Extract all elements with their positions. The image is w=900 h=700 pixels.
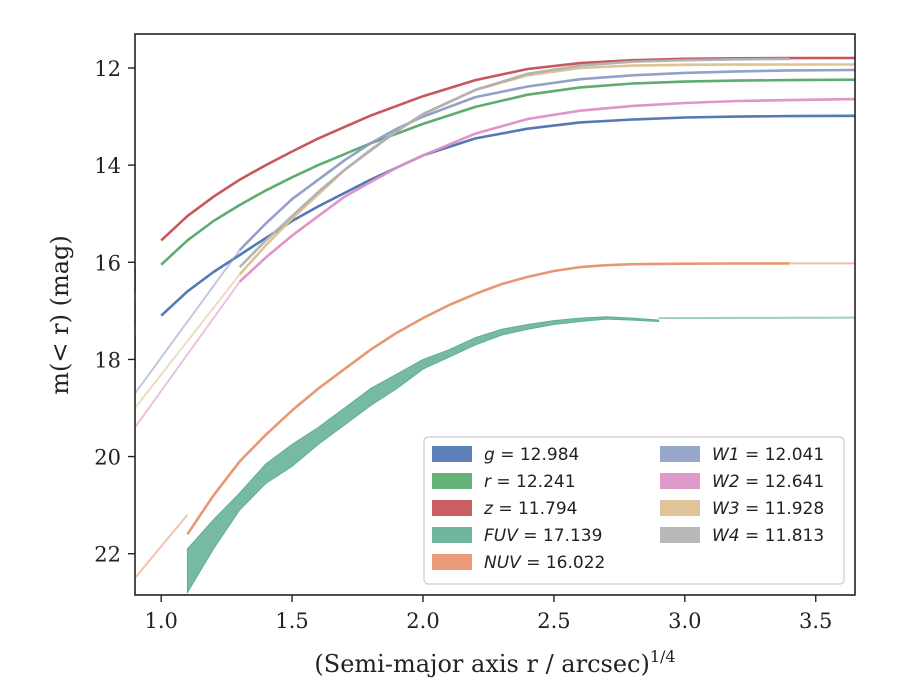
legend-label-var: W4 (712, 526, 740, 546)
y-tick-label: 22 (94, 543, 121, 567)
series-r-line (160, 78, 855, 266)
series-W4 (238, 57, 790, 269)
legend-label: W4 = 11.813 (712, 526, 824, 546)
x-tick-label: 1.5 (275, 609, 308, 633)
x-tick-label: 1.0 (144, 609, 177, 633)
series-NUV-lead-line (135, 514, 189, 579)
series-g-line (160, 114, 855, 317)
legend-label-var: FUV (484, 526, 519, 546)
legend-swatch (660, 527, 700, 543)
legend-label-value: = 16.022 (521, 553, 606, 573)
legend-swatch (432, 446, 472, 462)
x-tick-label: 3.0 (668, 609, 701, 633)
x-axis: 1.0 1.5 2.0 2.5 3.0 3.5 (144, 595, 832, 633)
series-W3-lead-line (135, 273, 241, 409)
x-axis-label-exponent: 1/4 (650, 647, 676, 666)
series-z-line (160, 56, 855, 242)
legend-item-W2: W2 = 12.641 (660, 472, 824, 492)
legend-item-W4: W4 = 11.813 (660, 526, 824, 546)
legend-label-value: = 11.813 (740, 526, 825, 546)
series-W4-line (238, 57, 790, 269)
legend-swatch (660, 446, 700, 462)
legend-label: g = 12.984 (484, 445, 579, 465)
legend-label-value: = 12.041 (740, 445, 825, 465)
series-W1 (135, 68, 855, 394)
x-tick-label: 2.5 (537, 609, 570, 633)
legend-label-var: g (484, 445, 495, 465)
x-axis-label-text: (Semi-major axis r / arcsec) (314, 650, 649, 678)
series-FUV-tail-line (658, 316, 855, 320)
legend-label: W1 = 12.041 (712, 445, 824, 465)
plot-frame (134, 33, 856, 596)
legend-swatch (432, 473, 472, 489)
legend-label: W3 = 11.928 (712, 499, 824, 519)
x-axis-label: (Semi-major axis r / arcsec)1/4 (314, 647, 675, 678)
legend-label-value: = 11.928 (740, 499, 825, 519)
series-FUV (186, 316, 855, 595)
y-tick-label: 18 (94, 348, 121, 372)
legend-label: W2 = 12.641 (712, 472, 824, 492)
series-FUV-band (186, 316, 660, 595)
legend-label-value: = 11.794 (493, 499, 578, 519)
y-tick-label: 20 (94, 446, 121, 470)
legend-swatch (432, 554, 472, 570)
legend-item-NUV: NUV = 16.022 (432, 553, 605, 573)
series-W1-lead-line (135, 249, 241, 394)
legend-label-var: W1 (712, 445, 740, 465)
legend-label-var: NUV (484, 553, 522, 573)
legend-label: r = 12.241 (484, 472, 576, 492)
y-axis: 12 14 16 18 20 22 (94, 57, 135, 567)
legend-label-var: z (483, 499, 494, 519)
legend-label-value: = 17.139 (518, 526, 603, 546)
legend-item-W1: W1 = 12.041 (660, 445, 824, 465)
legend-item-W3: W3 = 11.928 (660, 499, 824, 519)
y-tick-label: 14 (94, 154, 121, 178)
legend-label: FUV = 17.139 (484, 526, 602, 546)
legend-label-value: = 12.641 (740, 472, 825, 492)
legend-label: NUV = 16.022 (484, 553, 605, 573)
legend-box (423, 436, 845, 585)
legend-item-g: g = 12.984 (432, 445, 579, 465)
legend-label-var: r (484, 472, 492, 492)
series-r (135, 78, 855, 326)
series-W2 (135, 97, 855, 428)
series-W2-line (238, 97, 855, 283)
series-W1-line (238, 68, 855, 252)
series-NUV-line (186, 262, 790, 536)
legend-swatch (432, 527, 472, 543)
legend-label-var: W3 (712, 499, 740, 519)
y-tick-label: 12 (94, 57, 121, 81)
legend-label-value: = 12.984 (495, 445, 580, 465)
y-axis-label: m(< r) (mag) (46, 235, 74, 394)
series-NUV (135, 262, 855, 579)
legend-item-z: z = 11.794 (432, 499, 577, 519)
legend-swatch (660, 473, 700, 489)
legend-label-value: = 12.241 (491, 472, 576, 492)
legend-swatch (660, 500, 700, 516)
legend-label: z = 11.794 (483, 499, 577, 519)
series-W2-lead-line (135, 281, 241, 428)
legend-label-var: W2 (712, 472, 740, 492)
x-tick-label: 3.5 (799, 609, 832, 633)
legend-item-r: r = 12.241 (432, 472, 576, 492)
series-layer (135, 56, 855, 595)
x-tick-label: 2.0 (406, 609, 439, 633)
legend-swatch (432, 500, 472, 516)
y-tick-label: 16 (94, 251, 121, 275)
legend-item-FUV: FUV = 17.139 (432, 526, 602, 546)
